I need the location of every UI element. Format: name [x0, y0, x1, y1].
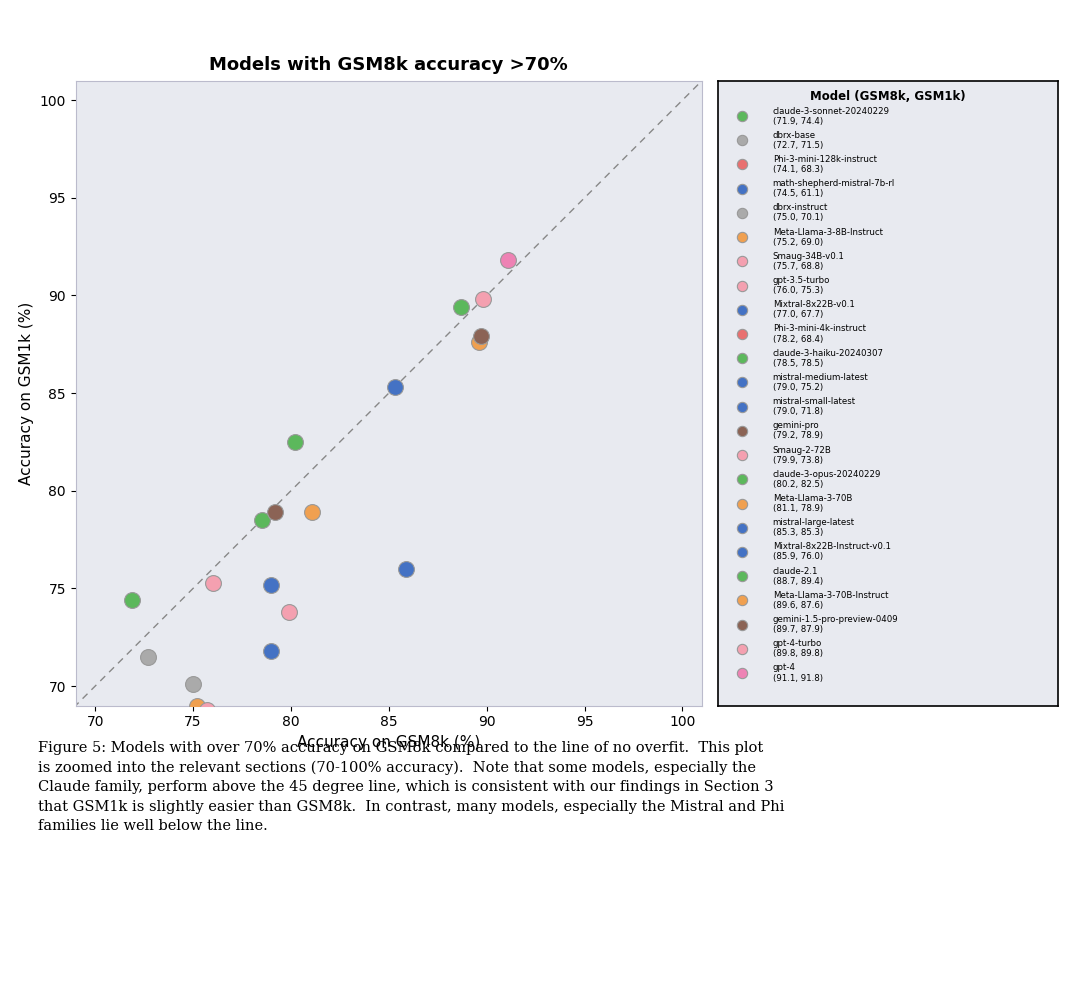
- Point: [733, 229, 751, 245]
- Point: [188, 698, 205, 714]
- Point: [175, 852, 192, 868]
- Point: [733, 496, 751, 512]
- Point: [247, 710, 265, 726]
- Point: [733, 277, 751, 293]
- Point: [733, 156, 751, 172]
- Point: [397, 560, 415, 577]
- Point: [733, 593, 751, 609]
- Point: [267, 504, 284, 520]
- Point: [286, 433, 303, 450]
- X-axis label: Accuracy on GSM8k (%): Accuracy on GSM8k (%): [297, 735, 481, 750]
- Point: [733, 398, 751, 414]
- Text: Mixtral-8x22B-v0.1
(77.0, 67.7): Mixtral-8x22B-v0.1 (77.0, 67.7): [772, 300, 854, 320]
- Text: Meta-Llama-3-70B-Instruct
(89.6, 87.6): Meta-Llama-3-70B-Instruct (89.6, 87.6): [772, 591, 888, 610]
- Point: [733, 641, 751, 657]
- Point: [185, 676, 202, 692]
- Point: [472, 329, 489, 345]
- Point: [253, 512, 270, 528]
- Text: gemini-pro
(79.2, 78.9): gemini-pro (79.2, 78.9): [772, 421, 823, 440]
- Text: Meta-Llama-3-8B-Instruct
(75.2, 69.0): Meta-Llama-3-8B-Instruct (75.2, 69.0): [772, 228, 882, 247]
- Point: [733, 447, 751, 463]
- Text: mistral-small-latest
(79.0, 71.8): mistral-small-latest (79.0, 71.8): [772, 397, 855, 416]
- Point: [453, 299, 470, 316]
- Point: [733, 180, 751, 197]
- Point: [733, 471, 751, 487]
- Text: claude-3-haiku-20240307
(78.5, 78.5): claude-3-haiku-20240307 (78.5, 78.5): [772, 349, 883, 368]
- Point: [733, 520, 751, 536]
- Point: [262, 643, 280, 659]
- Text: Smaug-2-72B
(79.9, 73.8): Smaug-2-72B (79.9, 73.8): [772, 446, 832, 465]
- Text: gpt-3.5-turbo
(76.0, 75.3): gpt-3.5-turbo (76.0, 75.3): [772, 276, 831, 295]
- Point: [733, 569, 751, 585]
- Point: [733, 132, 751, 148]
- Text: math-shepherd-mistral-7b-rl
(74.5, 61.1): math-shepherd-mistral-7b-rl (74.5, 61.1): [772, 179, 895, 199]
- Point: [124, 592, 141, 608]
- Text: Meta-Llama-3-70B
(81.1, 78.9): Meta-Llama-3-70B (81.1, 78.9): [772, 494, 852, 513]
- Text: Figure 5: Models with over 70% accuracy on GSM8k compared to the line of no over: Figure 5: Models with over 70% accuracy …: [38, 741, 784, 834]
- Text: mistral-medium-latest
(79.0, 75.2): mistral-medium-latest (79.0, 75.2): [772, 373, 868, 392]
- Text: gpt-4-turbo
(89.8, 89.8): gpt-4-turbo (89.8, 89.8): [772, 639, 823, 658]
- Point: [500, 252, 517, 268]
- Point: [470, 335, 487, 351]
- Text: Phi-3-mini-4k-instruct
(78.2, 68.4): Phi-3-mini-4k-instruct (78.2, 68.4): [772, 325, 866, 344]
- Point: [139, 649, 157, 665]
- Title: Models with GSM8k accuracy >70%: Models with GSM8k accuracy >70%: [210, 55, 568, 74]
- Point: [281, 604, 298, 620]
- Text: mistral-large-latest
(85.3, 85.3): mistral-large-latest (85.3, 85.3): [772, 518, 854, 537]
- Text: Smaug-34B-v0.1
(75.7, 68.8): Smaug-34B-v0.1 (75.7, 68.8): [772, 252, 845, 271]
- Point: [733, 253, 751, 269]
- Point: [733, 108, 751, 124]
- Point: [733, 665, 751, 681]
- Point: [198, 702, 215, 718]
- Text: gpt-4
(91.1, 91.8): gpt-4 (91.1, 91.8): [772, 663, 823, 682]
- Point: [386, 379, 403, 395]
- Text: dbrx-instruct
(75.0, 70.1): dbrx-instruct (75.0, 70.1): [772, 204, 828, 223]
- Point: [733, 205, 751, 221]
- Y-axis label: Accuracy on GSM1k (%): Accuracy on GSM1k (%): [19, 301, 33, 485]
- Point: [733, 617, 751, 633]
- Point: [224, 723, 241, 739]
- Point: [733, 326, 751, 342]
- Point: [733, 374, 751, 390]
- Point: [474, 291, 491, 307]
- Text: gemini-1.5-pro-preview-0409
(89.7, 87.9): gemini-1.5-pro-preview-0409 (89.7, 87.9): [772, 615, 899, 634]
- Point: [733, 350, 751, 366]
- Text: claude-2.1
(88.7, 89.4): claude-2.1 (88.7, 89.4): [772, 566, 823, 586]
- Text: Mixtral-8x22B-Instruct-v0.1
(85.9, 76.0): Mixtral-8x22B-Instruct-v0.1 (85.9, 76.0): [772, 542, 891, 561]
- Point: [166, 712, 184, 728]
- Text: claude-3-opus-20240229
(80.2, 82.5): claude-3-opus-20240229 (80.2, 82.5): [772, 470, 881, 489]
- Point: [303, 504, 321, 520]
- Text: Model (GSM8k, GSM1k): Model (GSM8k, GSM1k): [810, 90, 967, 103]
- Point: [262, 577, 280, 593]
- Text: Phi-3-mini-128k-instruct
(74.1, 68.3): Phi-3-mini-128k-instruct (74.1, 68.3): [772, 155, 877, 174]
- Text: claude-3-sonnet-20240229
(71.9, 74.4): claude-3-sonnet-20240229 (71.9, 74.4): [772, 107, 890, 126]
- Point: [733, 422, 751, 438]
- Point: [204, 575, 221, 591]
- Point: [733, 301, 751, 318]
- Point: [733, 544, 751, 560]
- Text: dbrx-base
(72.7, 71.5): dbrx-base (72.7, 71.5): [772, 131, 823, 150]
